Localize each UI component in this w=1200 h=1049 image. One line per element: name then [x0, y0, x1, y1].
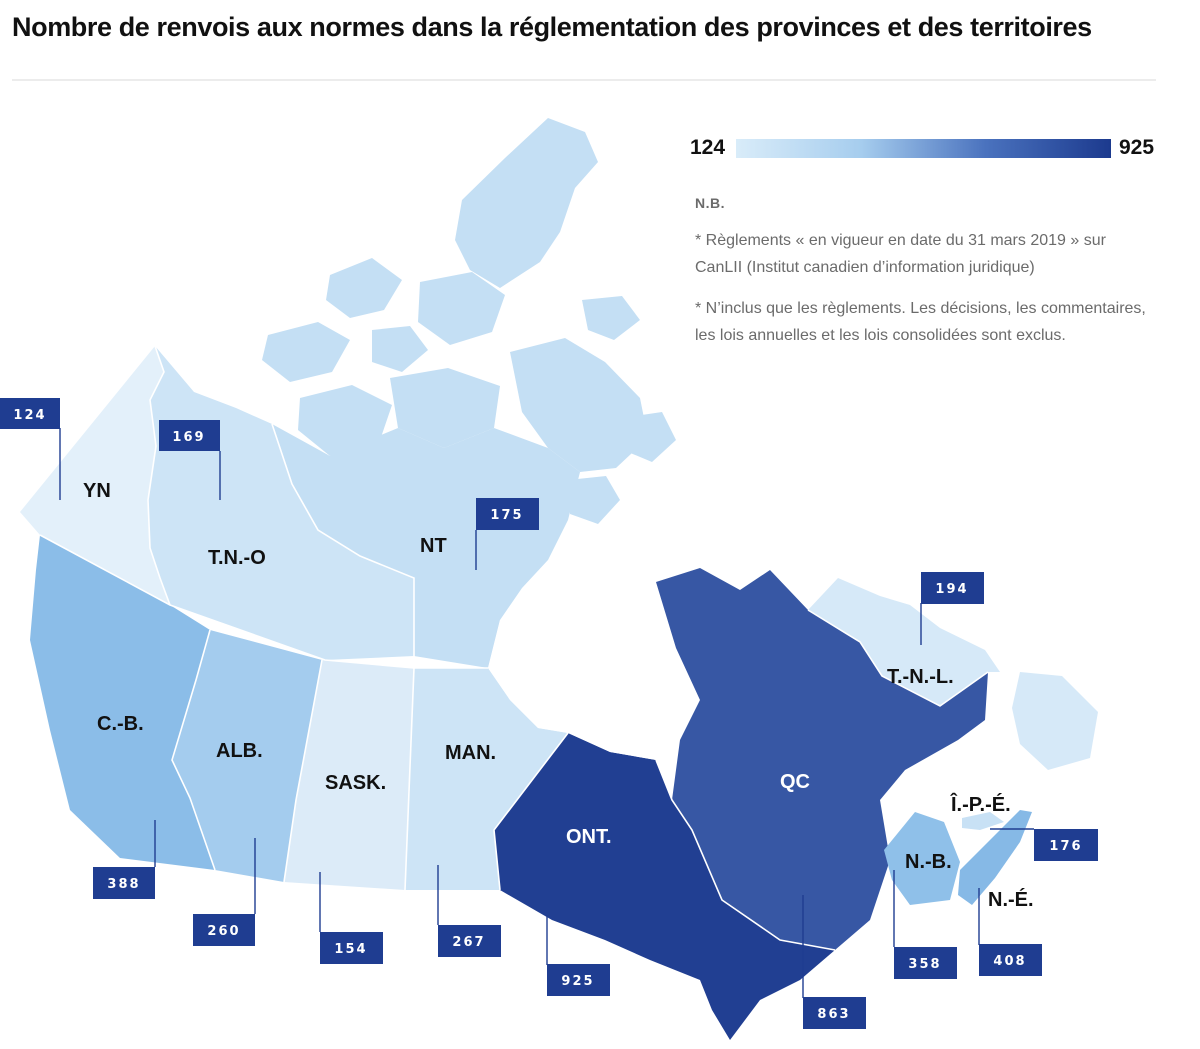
- label-ont: ONT.: [566, 826, 612, 848]
- flag-value-man: 267: [452, 935, 485, 950]
- flag-ont: 925: [546, 915, 610, 996]
- flag-value-tnl: 194: [935, 582, 968, 597]
- label-cb: C.-B.: [97, 713, 144, 735]
- region-tnl[interactable]: [808, 578, 1000, 706]
- label-sask: SASK.: [325, 772, 386, 794]
- flag-nt: 175: [475, 498, 539, 570]
- flag-alb: 260: [193, 838, 256, 946]
- region-ne[interactable]: [958, 810, 1032, 905]
- region-borders: [39, 345, 989, 951]
- label-ne: N.-É.: [988, 888, 1034, 911]
- note-scope: * N’inclus que les règlements. Les décis…: [695, 300, 1146, 344]
- label-tno: T.N.-O: [208, 547, 266, 569]
- region-nb[interactable]: [884, 812, 960, 905]
- flag-tno: 169: [159, 420, 221, 500]
- notes-block: N.B. * Règlements « en vigueur en date d…: [695, 190, 1155, 363]
- flag-sask: 154: [319, 872, 383, 964]
- label-tnl: T.-N.-L.: [887, 666, 954, 688]
- label-yn: YN: [83, 480, 111, 502]
- arctic-islands: [262, 118, 676, 524]
- flag-man: 267: [437, 865, 501, 957]
- hudson-bay: [488, 606, 670, 760]
- flag-value-sask: 154: [334, 942, 367, 957]
- region-ont[interactable]: [494, 733, 835, 1040]
- region-cb[interactable]: [30, 535, 215, 870]
- flag-yn: 124: [0, 398, 61, 500]
- notes-heading: N.B.: [695, 195, 725, 211]
- page-title: Nombre de renvois aux normes dans la rég…: [12, 12, 1092, 42]
- flag-value-tno: 169: [172, 430, 205, 445]
- region-labels: YN T.N.-O NT C.-B. ALB. SASK. MAN. ONT. …: [83, 480, 1034, 911]
- region-sask[interactable]: [284, 660, 414, 890]
- label-nb: N.-B.: [905, 851, 952, 873]
- flag-value-ipe: 176: [1049, 839, 1082, 854]
- flag-qc: 863: [802, 895, 866, 1029]
- label-qc: QC: [780, 771, 810, 793]
- legend-min-value: 124: [690, 136, 726, 159]
- note-source: * Règlements « en vigueur en date du 31 …: [695, 232, 1106, 276]
- flag-value-ne: 408: [993, 954, 1026, 969]
- legend-gradient-bar: [736, 139, 1111, 158]
- value-flags: 124 169 175 194 176 388: [0, 398, 1098, 1029]
- region-nt[interactable]: [272, 424, 580, 668]
- region-man[interactable]: [405, 668, 568, 890]
- flag-value-alb: 260: [207, 924, 240, 939]
- region-yn[interactable]: [20, 346, 170, 605]
- region-ipe[interactable]: [962, 812, 1004, 830]
- flag-value-cb: 388: [107, 877, 140, 892]
- flag-value-nb: 358: [908, 957, 941, 972]
- title-divider: [12, 79, 1156, 81]
- label-ipe: Î.-P.-É.: [950, 792, 1011, 816]
- flag-value-ont: 925: [561, 974, 594, 989]
- region-alb[interactable]: [172, 630, 322, 882]
- flag-value-qc: 863: [817, 1007, 850, 1022]
- flag-ipe: 176: [990, 828, 1098, 861]
- flag-cb: 388: [93, 820, 156, 899]
- label-man: MAN.: [445, 742, 496, 764]
- flag-nb: 358: [893, 870, 957, 979]
- flag-tnl: 194: [920, 572, 984, 645]
- flag-value-nt: 175: [490, 508, 523, 523]
- flag-value-yn: 124: [13, 408, 46, 423]
- region-qc[interactable]: [656, 568, 988, 950]
- label-alb: ALB.: [216, 740, 263, 762]
- legend-max-value: 925: [1119, 136, 1155, 159]
- flag-ne: 408: [978, 888, 1042, 976]
- label-nt: NT: [420, 535, 447, 557]
- region-tnl-island[interactable]: [1012, 672, 1098, 770]
